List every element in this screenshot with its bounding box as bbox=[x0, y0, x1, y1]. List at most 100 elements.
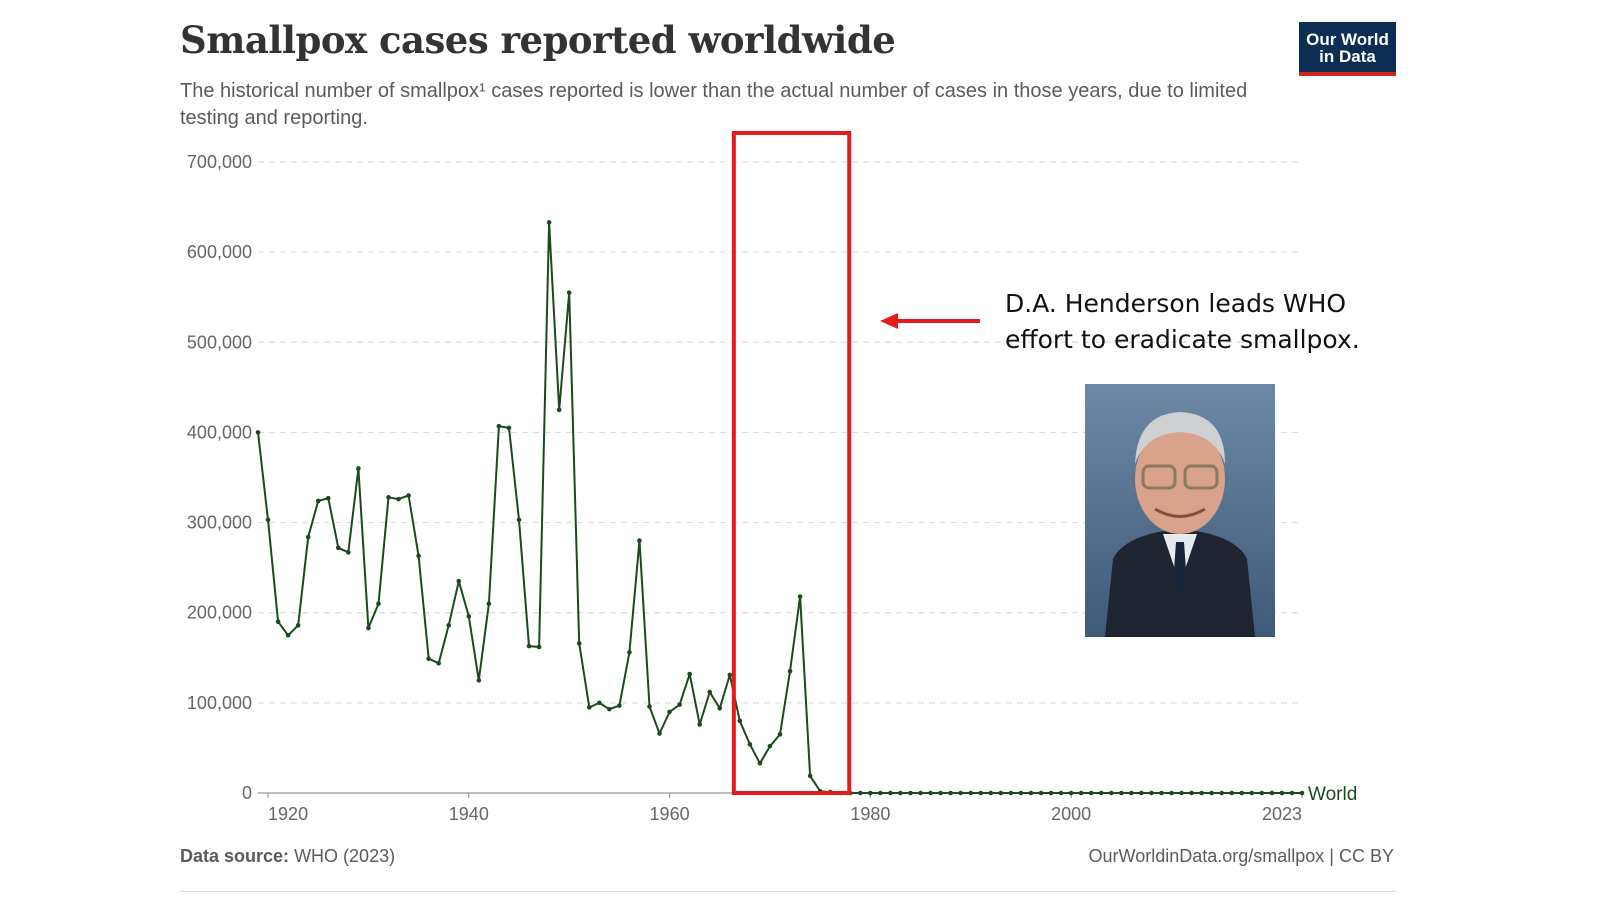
data-point[interactable] bbox=[1018, 790, 1024, 796]
data-point[interactable] bbox=[697, 722, 702, 727]
data-point[interactable] bbox=[1149, 790, 1154, 796]
data-point[interactable] bbox=[275, 619, 281, 625]
data-point[interactable] bbox=[717, 705, 723, 711]
data-point[interactable] bbox=[446, 623, 452, 628]
data-point[interactable] bbox=[456, 578, 462, 584]
data-point[interactable] bbox=[1219, 790, 1224, 796]
data-point[interactable] bbox=[255, 430, 261, 435]
data-point[interactable] bbox=[366, 625, 371, 631]
data-point[interactable] bbox=[476, 678, 482, 683]
data-point[interactable] bbox=[767, 743, 773, 749]
data-point[interactable] bbox=[586, 705, 592, 710]
data-point[interactable] bbox=[868, 790, 873, 796]
data-point[interactable] bbox=[1239, 790, 1245, 796]
data-point[interactable] bbox=[948, 790, 953, 796]
data-point[interactable] bbox=[607, 706, 612, 712]
data-point[interactable] bbox=[1289, 790, 1295, 796]
data-point[interactable] bbox=[1179, 790, 1184, 796]
data-point[interactable] bbox=[657, 731, 662, 736]
data-point[interactable] bbox=[597, 700, 602, 706]
data-point[interactable] bbox=[1229, 790, 1235, 796]
data-point[interactable] bbox=[566, 290, 572, 296]
data-point[interactable] bbox=[556, 407, 562, 413]
data-point[interactable] bbox=[928, 790, 933, 796]
data-point[interactable] bbox=[1269, 790, 1275, 796]
data-point[interactable] bbox=[777, 732, 783, 737]
data-point[interactable] bbox=[1048, 790, 1054, 796]
data-point[interactable] bbox=[988, 790, 994, 796]
data-point[interactable] bbox=[958, 790, 963, 796]
data-point[interactable] bbox=[1058, 790, 1064, 796]
data-point[interactable] bbox=[466, 614, 472, 619]
data-point[interactable] bbox=[406, 493, 411, 498]
data-point[interactable] bbox=[496, 423, 502, 429]
data-point[interactable] bbox=[878, 790, 883, 796]
data-point[interactable] bbox=[426, 656, 431, 661]
data-point[interactable] bbox=[1068, 790, 1074, 796]
data-point[interactable] bbox=[677, 702, 682, 707]
data-point[interactable] bbox=[707, 689, 713, 695]
data-point[interactable] bbox=[1159, 790, 1164, 796]
data-point[interactable] bbox=[416, 553, 421, 559]
data-point[interactable] bbox=[727, 672, 733, 678]
data-point[interactable] bbox=[325, 495, 331, 501]
data-point[interactable] bbox=[1008, 790, 1014, 796]
data-point[interactable] bbox=[1088, 790, 1094, 796]
data-point[interactable] bbox=[295, 623, 301, 628]
owid-logo[interactable]: Our World in Data bbox=[1299, 22, 1396, 76]
data-point[interactable] bbox=[546, 220, 552, 225]
data-point[interactable] bbox=[376, 601, 381, 606]
footer-url[interactable]: OurWorldinData.org/smallpox | CC BY bbox=[1088, 846, 1394, 866]
data-point[interactable] bbox=[315, 498, 321, 504]
data-point[interactable] bbox=[336, 545, 341, 551]
data-point[interactable] bbox=[305, 534, 311, 540]
data-point[interactable] bbox=[1259, 790, 1265, 796]
data-point[interactable] bbox=[898, 790, 903, 796]
data-point[interactable] bbox=[1249, 790, 1255, 796]
data-point[interactable] bbox=[386, 495, 391, 500]
data-point[interactable] bbox=[998, 790, 1004, 796]
data-point[interactable] bbox=[757, 760, 763, 766]
data-point[interactable] bbox=[1038, 790, 1044, 796]
data-point[interactable] bbox=[1199, 790, 1204, 796]
data-point[interactable] bbox=[908, 790, 913, 796]
data-point[interactable] bbox=[526, 643, 532, 649]
data-point[interactable] bbox=[1098, 790, 1104, 796]
data-point[interactable] bbox=[1169, 790, 1174, 796]
data-point[interactable] bbox=[918, 790, 923, 796]
data-point[interactable] bbox=[807, 773, 813, 779]
data-point[interactable] bbox=[938, 790, 943, 796]
data-point[interactable] bbox=[787, 669, 793, 674]
data-point[interactable] bbox=[1209, 790, 1214, 796]
data-point[interactable] bbox=[737, 718, 743, 724]
data-point[interactable] bbox=[356, 466, 361, 471]
data-point[interactable] bbox=[637, 538, 642, 543]
data-point[interactable] bbox=[1279, 790, 1285, 796]
data-point[interactable] bbox=[1119, 790, 1124, 796]
data-point[interactable] bbox=[486, 601, 492, 606]
data-point[interactable] bbox=[346, 550, 351, 555]
data-point[interactable] bbox=[1129, 790, 1134, 796]
data-point[interactable] bbox=[617, 703, 622, 708]
data-point[interactable] bbox=[978, 790, 984, 796]
data-point[interactable] bbox=[888, 790, 893, 796]
data-point[interactable] bbox=[1139, 790, 1144, 796]
data-point[interactable] bbox=[1108, 790, 1114, 796]
data-point[interactable] bbox=[396, 496, 401, 502]
data-point[interactable] bbox=[647, 704, 652, 709]
data-point[interactable] bbox=[436, 660, 441, 666]
data-point[interactable] bbox=[536, 644, 542, 650]
data-point[interactable] bbox=[627, 650, 632, 655]
data-point[interactable] bbox=[1078, 790, 1084, 796]
data-point[interactable] bbox=[1028, 790, 1034, 796]
data-point[interactable] bbox=[265, 517, 271, 523]
data-point[interactable] bbox=[1299, 790, 1305, 796]
data-point[interactable] bbox=[506, 425, 512, 431]
data-source-link[interactable]: WHO (2023) bbox=[294, 846, 396, 866]
data-point[interactable] bbox=[797, 594, 803, 599]
data-point[interactable] bbox=[968, 790, 974, 796]
data-point[interactable] bbox=[687, 671, 692, 677]
data-point[interactable] bbox=[1189, 790, 1194, 796]
data-point[interactable] bbox=[516, 517, 522, 523]
data-point[interactable] bbox=[285, 632, 291, 638]
